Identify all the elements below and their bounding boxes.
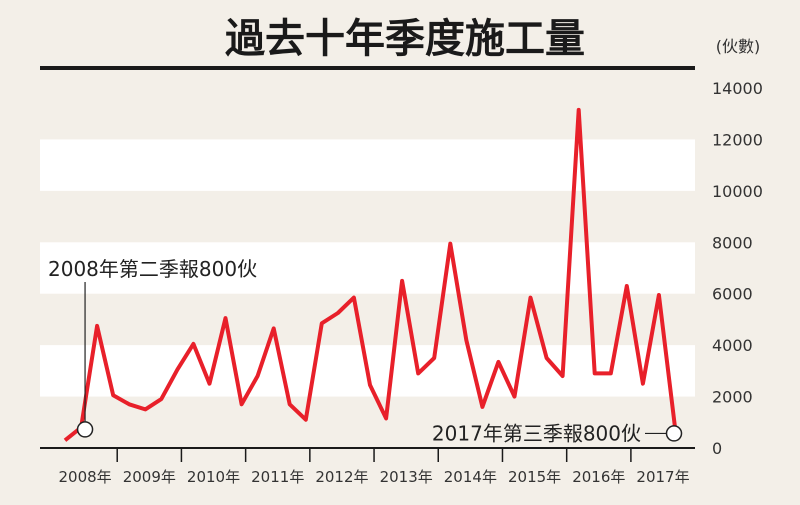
y-tick-label: 10000 <box>712 182 763 201</box>
x-tick-label: 2010年 <box>187 468 240 486</box>
annotation-label: 2008年第二季報800伙 <box>48 257 257 281</box>
y-tick-label: 8000 <box>712 233 753 252</box>
grid-band <box>40 139 695 191</box>
y-tick-label: 14000 <box>712 79 763 98</box>
y-tick-label: 6000 <box>712 285 753 304</box>
annotation-label: 2017年第三季報800伙 <box>432 421 641 445</box>
x-tick-label: 2013年 <box>380 468 433 486</box>
x-tick-label: 2017年 <box>636 468 689 486</box>
y-tick-label: 2000 <box>712 388 753 407</box>
y-tick-label: 4000 <box>712 336 753 355</box>
y-tick-label: 0 <box>712 439 722 458</box>
annotation-marker <box>665 425 683 442</box>
x-tick-label: 2009年 <box>123 468 176 486</box>
x-tick-label: 2011年 <box>251 468 304 486</box>
x-tick-label: 2014年 <box>444 468 497 486</box>
annotation-marker <box>76 421 94 438</box>
x-tick-label: 2016年 <box>572 468 625 486</box>
chart-title: 過去十年季度施工量 <box>225 15 585 62</box>
x-tick-label: 2015年 <box>508 468 561 486</box>
y-tick-label: 12000 <box>712 130 763 149</box>
x-tick-label: 2008年 <box>59 468 112 486</box>
x-tick-label: 2012年 <box>315 468 368 486</box>
unit-label: (伙數) <box>716 37 761 56</box>
